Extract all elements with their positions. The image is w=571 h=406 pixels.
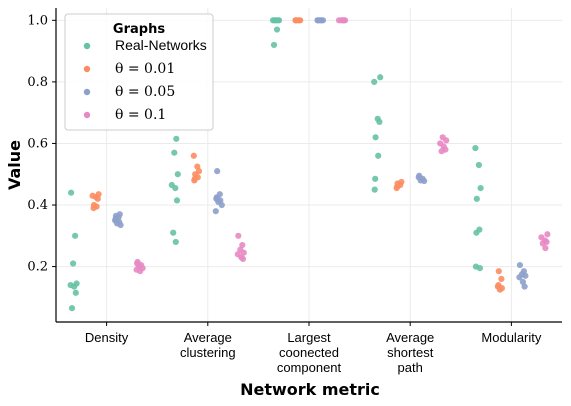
x-tick-label: component bbox=[277, 360, 342, 375]
data-point bbox=[438, 148, 445, 155]
data-point bbox=[544, 231, 551, 238]
y-tick-label: 1.0 bbox=[27, 13, 48, 28]
data-point bbox=[72, 232, 79, 239]
data-point bbox=[539, 240, 546, 247]
y-tick-label: 0.4 bbox=[27, 198, 48, 213]
data-point bbox=[172, 184, 179, 192]
data-point bbox=[137, 268, 144, 275]
x-tick-label: Average bbox=[386, 330, 434, 345]
x-tick-label: Density bbox=[85, 330, 129, 345]
y-tick-label: 0.2 bbox=[27, 260, 48, 275]
data-point bbox=[372, 134, 379, 141]
legend-box bbox=[64, 13, 214, 131]
data-point bbox=[170, 229, 177, 236]
data-point bbox=[341, 17, 348, 24]
legend-marker bbox=[83, 42, 91, 50]
legend-items: Real-Networks θ = 0.01 θ = 0.05 θ = 0.1 bbox=[83, 37, 207, 123]
data-point bbox=[68, 189, 75, 196]
data-point bbox=[172, 238, 179, 246]
axes bbox=[52, 8, 562, 326]
data-point bbox=[273, 26, 281, 33]
data-point bbox=[190, 152, 197, 159]
data-point bbox=[516, 261, 524, 269]
x-tick-label: shortest bbox=[387, 345, 434, 360]
x-tick-label: Modularity bbox=[481, 330, 541, 345]
data-point bbox=[393, 184, 400, 192]
y-tick-label: 0.6 bbox=[27, 136, 48, 151]
data-point bbox=[421, 177, 428, 185]
data-point bbox=[495, 268, 502, 275]
legend-label: θ = 0.05 bbox=[115, 84, 175, 100]
data-point bbox=[498, 275, 505, 283]
data-point bbox=[496, 286, 503, 293]
data-point bbox=[377, 74, 384, 81]
data-point bbox=[371, 186, 378, 193]
data-point bbox=[239, 255, 247, 262]
data-point bbox=[472, 144, 479, 152]
data-point bbox=[372, 175, 379, 182]
data-point bbox=[235, 232, 242, 239]
data-point bbox=[375, 152, 382, 159]
data-point bbox=[473, 229, 480, 236]
data-point bbox=[292, 17, 299, 24]
data-point bbox=[371, 78, 378, 85]
x-tick-label: Largest bbox=[287, 330, 331, 345]
data-point bbox=[542, 245, 549, 252]
data-point bbox=[240, 249, 247, 256]
legend-marker bbox=[83, 88, 91, 96]
data-point bbox=[72, 289, 79, 296]
data-point bbox=[218, 201, 225, 209]
data-point bbox=[173, 197, 181, 204]
data-point bbox=[94, 195, 101, 202]
data-point bbox=[477, 184, 484, 192]
data-point bbox=[271, 17, 278, 24]
data-point bbox=[173, 135, 180, 142]
data-point bbox=[212, 208, 219, 215]
x-tick-label: Average bbox=[184, 330, 232, 345]
legend-title: Graphs bbox=[113, 22, 165, 37]
data-points bbox=[67, 17, 551, 312]
data-point bbox=[171, 149, 178, 156]
legend-label: Real-Networks bbox=[115, 37, 207, 53]
data-point bbox=[376, 118, 383, 126]
data-point bbox=[68, 305, 76, 312]
legend-label: θ = 0.01 bbox=[115, 61, 175, 77]
x-tick-label: coonected bbox=[279, 345, 339, 360]
x-tick-label: clustering bbox=[180, 345, 236, 360]
data-point bbox=[443, 137, 450, 144]
data-point bbox=[174, 171, 181, 178]
legend-marker bbox=[83, 65, 91, 73]
legend-label: θ = 0.1 bbox=[115, 107, 166, 123]
data-point bbox=[521, 283, 528, 290]
data-point bbox=[191, 177, 198, 184]
data-point bbox=[476, 265, 483, 272]
y-tick-label: 0.8 bbox=[27, 75, 48, 90]
data-point bbox=[475, 161, 482, 169]
data-point bbox=[70, 260, 77, 267]
x-tick-label: path bbox=[398, 360, 423, 375]
data-point bbox=[117, 221, 124, 229]
data-point bbox=[473, 195, 480, 202]
y-axis-title: Value bbox=[5, 140, 24, 190]
data-point bbox=[522, 272, 529, 279]
data-point bbox=[71, 283, 78, 290]
legend-marker bbox=[83, 111, 91, 119]
data-point bbox=[270, 41, 278, 49]
legend: Graphs Real-Networks θ = 0.01 θ = 0.05 θ = … bbox=[64, 13, 214, 131]
data-point bbox=[90, 204, 97, 212]
data-point bbox=[214, 168, 221, 175]
data-point bbox=[516, 274, 523, 281]
data-point bbox=[239, 241, 246, 249]
data-point bbox=[319, 17, 327, 24]
x-axis-title: Network metric bbox=[240, 380, 380, 399]
